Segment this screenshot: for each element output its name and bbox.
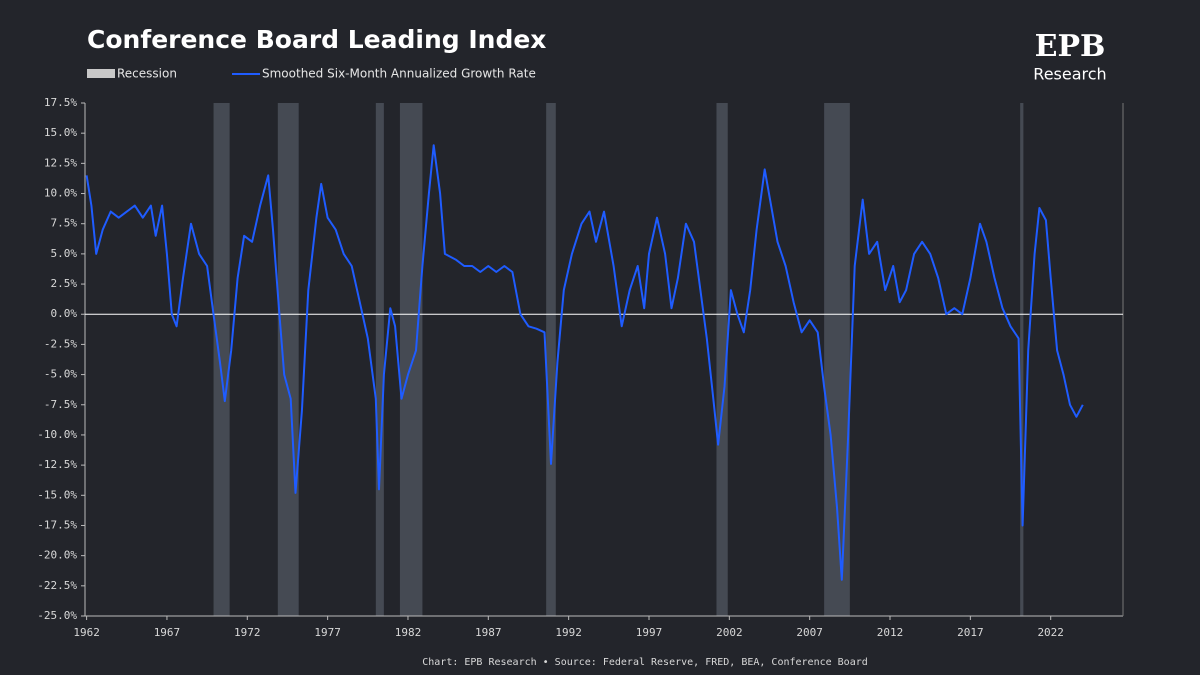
x-tick-label: 1997: [636, 626, 663, 639]
recession-band: [716, 103, 728, 616]
recession-band: [375, 103, 384, 616]
x-tick-label: 1972: [234, 626, 261, 639]
y-tick-label: -7.5%: [44, 398, 77, 411]
x-tick-label: 1967: [154, 626, 181, 639]
y-tick-label: -25.0%: [37, 609, 77, 622]
y-tick-label: 5.0%: [51, 247, 78, 260]
x-tick-label: 2012: [877, 626, 904, 639]
x-tick-label: 1962: [73, 626, 100, 639]
x-tick-label: 2022: [1037, 626, 1064, 639]
x-tick-label: 1977: [314, 626, 341, 639]
y-tick-label: -22.5%: [37, 579, 77, 592]
x-tick-label: 1992: [555, 626, 582, 639]
series-line: [85, 144, 1084, 581]
recession-band: [824, 103, 850, 616]
y-tick-label: -15.0%: [37, 488, 77, 501]
recession-band: [399, 103, 423, 616]
logo-mark: EPB: [1035, 29, 1106, 64]
y-tick-label: -12.5%: [37, 458, 77, 471]
recession-band: [277, 103, 299, 616]
legend-label: Smoothed Six-Month Annualized Growth Rat…: [262, 67, 536, 81]
recession-band: [546, 103, 556, 616]
y-tick-label: 0.0%: [51, 307, 78, 320]
y-tick-label: 12.5%: [44, 156, 77, 169]
source: Chart: EPB Research • Source: Federal Re…: [422, 657, 868, 668]
y-tick-label: -2.5%: [44, 337, 77, 350]
y-tick-label: -5.0%: [44, 368, 77, 381]
y-tick-label: -10.0%: [37, 428, 77, 441]
legend-swatch: [87, 69, 115, 78]
x-tick-label: 1982: [395, 626, 422, 639]
y-tick-label: -17.5%: [37, 518, 77, 531]
x-tick-label: 1987: [475, 626, 502, 639]
y-tick-label: 10.0%: [44, 187, 77, 200]
y-tick-label: 2.5%: [51, 277, 78, 290]
x-tick-label: 2007: [796, 626, 823, 639]
legend-label: Recession: [117, 67, 177, 81]
logo-text: Research: [1033, 65, 1106, 84]
x-tick-label: 2002: [716, 626, 743, 639]
y-tick-label: 15.0%: [44, 126, 77, 139]
y-tick-label: 7.5%: [51, 217, 78, 230]
x-tick-label: 2017: [957, 626, 984, 639]
y-tick-label: 17.5%: [44, 96, 77, 109]
recession-band: [213, 103, 230, 616]
recession-band: [1020, 103, 1024, 616]
chart-title: Conference Board Leading Index: [87, 25, 546, 54]
y-tick-label: -20.0%: [37, 549, 77, 562]
